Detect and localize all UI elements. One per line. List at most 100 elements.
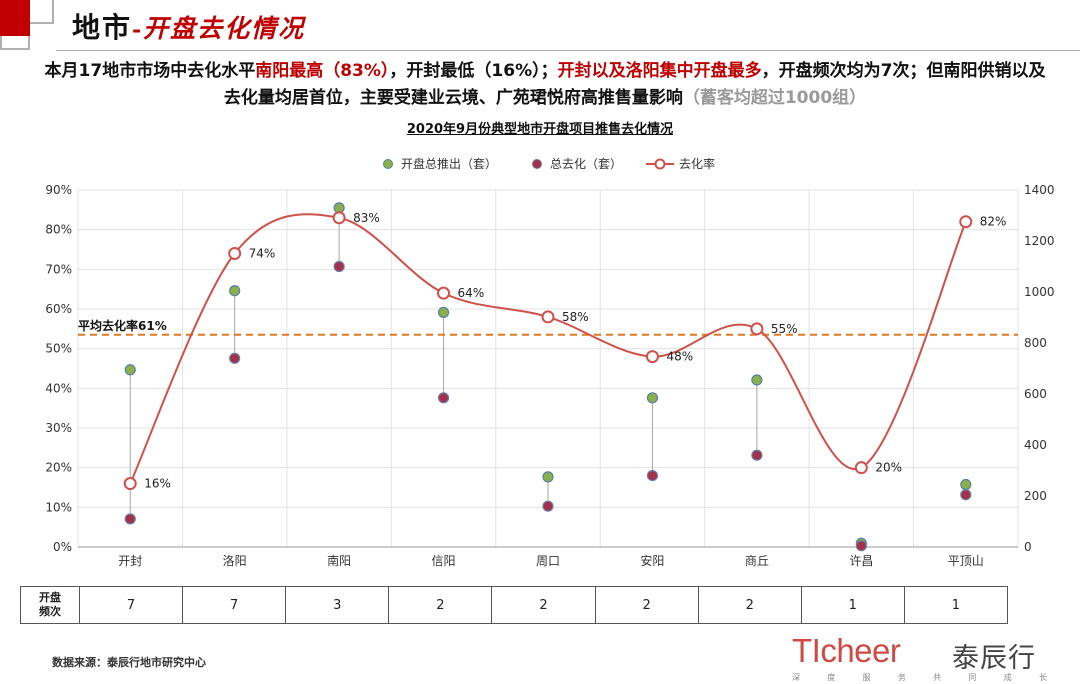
x-tick-label: 商丘 <box>745 553 769 568</box>
brand-tagline: 深 度 服 务 共 同 成 长 <box>792 672 1047 683</box>
rate-data-label: 58% <box>562 310 589 324</box>
y-left-tick-label: 90% <box>45 183 72 197</box>
rate-data-label: 82% <box>980 215 1007 229</box>
legend-label-rate: 去化率 <box>679 156 715 171</box>
x-tick-label: 信阳 <box>432 554 456 568</box>
corner-decoration <box>0 0 30 36</box>
point-rate <box>437 286 451 300</box>
frequency-table: 开盘 频次 7 7 3 2 2 2 2 1 1 <box>20 586 1009 624</box>
frequency-cell: 1 <box>903 586 1009 624</box>
point-rate <box>959 215 973 229</box>
frequency-cell: 2 <box>491 586 596 624</box>
frequency-cell: 7 <box>182 586 287 624</box>
point-rate <box>541 310 555 324</box>
headline-highlight-nanyang: 南阳最高（83%） <box>255 61 390 81</box>
page-title-subtitle: 开盘去化情况 <box>143 14 306 43</box>
corner-decoration-outline <box>30 0 54 24</box>
headline-part-5: ，开盘频次均为7次；但南阳供销以及去化量均居首位，主要受建业云境、广苑珺悦府高推… <box>223 61 1046 108</box>
frequency-header-line1: 开盘 <box>39 591 61 604</box>
tagline-char: 务 <box>897 673 906 682</box>
corner-decoration-outline-lower <box>0 36 30 50</box>
point-pushed <box>124 364 136 376</box>
y-right-tick-label: 200 <box>1024 489 1047 503</box>
frequency-cell: 3 <box>285 586 390 624</box>
tagline-char: 长 <box>1038 673 1047 682</box>
point-rate <box>123 477 137 491</box>
rate-data-label: 48% <box>666 350 693 364</box>
y-left-tick-label: 80% <box>45 223 72 237</box>
point-rate <box>854 461 868 475</box>
y-left-tick-label: 40% <box>45 381 72 395</box>
rate-data-label: 64% <box>458 286 485 300</box>
frequency-cell: 7 <box>78 586 184 624</box>
headline-highlight-kaifeng-luoyang: 开封以及洛阳集中开盘最多 <box>557 61 762 81</box>
point-sold <box>542 500 554 512</box>
legend-marker-pushed <box>383 159 393 169</box>
frequency-cell: 2 <box>594 586 699 624</box>
point-sold <box>437 392 450 404</box>
headline-part-3: ，开封最低（16%）； <box>389 61 558 81</box>
tagline-char: 服 <box>862 673 871 682</box>
point-sold <box>855 540 867 552</box>
x-tick-label: 开封 <box>118 554 142 568</box>
page-title: 地市-开盘去化情况 <box>72 6 305 46</box>
point-rate <box>332 211 346 225</box>
rate-data-label: 55% <box>771 322 798 336</box>
chart-title-text: 2020年9月份典型地市开盘项目推售去化情况 <box>406 122 674 137</box>
y-left-tick-label: 10% <box>45 500 72 514</box>
y-right-tick-label: 1400 <box>1024 183 1055 197</box>
y-left-tick-label: 70% <box>45 262 72 276</box>
point-sold <box>751 449 763 461</box>
rate-data-label: 16% <box>144 477 171 491</box>
x-tick-label: 南阳 <box>327 553 351 568</box>
point-pushed <box>751 374 763 386</box>
point-rate <box>645 350 659 364</box>
y-right-tick-label: 1200 <box>1024 234 1055 248</box>
y-right-tick-label: 800 <box>1024 336 1047 350</box>
x-tick-label: 许昌 <box>849 554 873 568</box>
headline-summary: 本月17地市市场中去化水平南阳最高（83%），开封最低（16%）；开封以及洛阳集… <box>40 58 1050 112</box>
data-source: 数据来源：泰辰行地市研究中心 <box>52 656 206 669</box>
x-tick-label: 安阳 <box>640 553 664 568</box>
y-right-tick-label: 400 <box>1024 438 1047 452</box>
headline-part-1: 本月17地市市场中去化水平 <box>44 61 256 81</box>
chart-title: 2020年9月份典型地市开盘项目推售去化情况 <box>0 118 1080 137</box>
tagline-char: 同 <box>968 673 977 682</box>
legend-marker-sold <box>532 159 542 169</box>
frequency-cell: 2 <box>697 586 802 624</box>
x-tick-label: 平顶山 <box>948 554 984 568</box>
y-left-tick-label: 60% <box>45 302 72 316</box>
title-divider <box>56 50 1080 51</box>
legend-marker-rate <box>654 158 666 170</box>
point-sold <box>229 352 241 364</box>
point-pushed <box>960 478 972 491</box>
y-right-tick-label: 1000 <box>1024 285 1055 299</box>
y-right-tick-label: 0 <box>1024 540 1032 554</box>
y-left-tick-label: 20% <box>45 461 72 475</box>
y-left-tick-label: 30% <box>45 421 72 435</box>
headline-note: （蓄客均超过1000组） <box>682 88 867 108</box>
page-title-dash: - <box>132 17 144 43</box>
y-left-tick-label: 50% <box>45 342 72 356</box>
y-right-tick-label: 600 <box>1024 387 1047 401</box>
brand-name: 泰辰行 <box>952 643 1036 674</box>
frequency-row: 开盘 频次 7 7 3 2 2 2 2 1 1 <box>20 586 1009 624</box>
frequency-cell: 1 <box>800 586 905 624</box>
point-pushed <box>646 392 659 404</box>
point-sold <box>124 513 136 525</box>
frequency-header: 开盘 频次 <box>20 586 80 624</box>
tagline-char: 度 <box>827 673 836 682</box>
rate-data-label: 83% <box>353 211 380 225</box>
tagline-char: 共 <box>933 673 942 682</box>
point-rate <box>750 322 764 336</box>
x-tick-label: 洛阳 <box>223 553 247 568</box>
point-rate <box>228 246 242 260</box>
page-title-main: 地市 <box>72 11 133 44</box>
point-pushed <box>229 285 241 297</box>
legend-label-sold: 总去化（套） <box>550 157 622 171</box>
frequency-cell: 2 <box>388 586 493 624</box>
point-sold <box>960 489 972 501</box>
tagline-char: 成 <box>1003 673 1012 682</box>
rate-data-label: 20% <box>875 461 902 475</box>
